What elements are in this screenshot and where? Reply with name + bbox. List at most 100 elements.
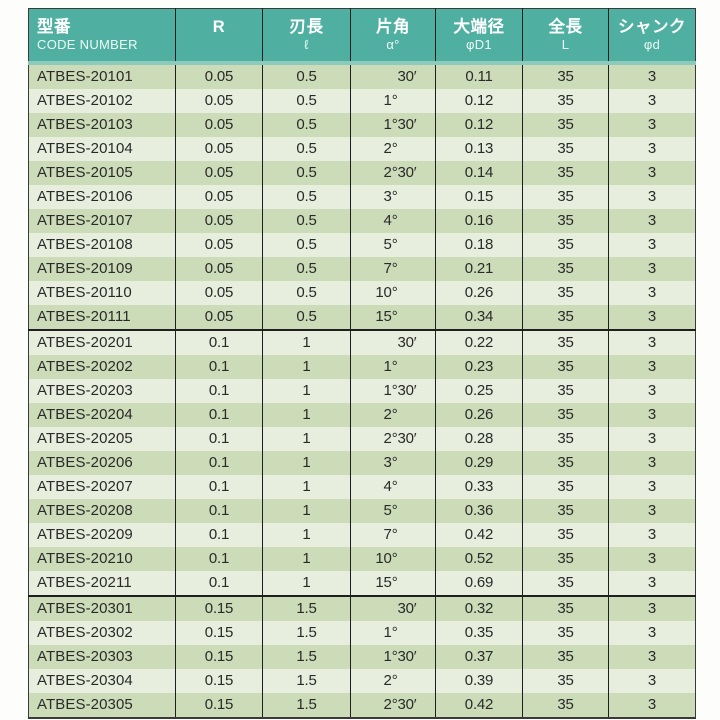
angle-cell: 2°30′ — [350, 161, 436, 185]
overall-length-cell: 35 — [522, 355, 609, 379]
radius-cell: 0.1 — [175, 451, 263, 475]
code-number-cell: ATBES-20210 — [28, 547, 176, 571]
table-row: ATBES-20103 0.05 0.5 1°30′ 0.12 35 3 — [28, 113, 696, 137]
radius-cell: 0.05 — [175, 233, 263, 257]
shank-dia-cell: 3 — [608, 693, 696, 718]
overall-length-cell: 35 — [522, 257, 609, 281]
angle-cell: 1°30′ — [350, 379, 436, 403]
code-number-cell: ATBES-20304 — [28, 669, 176, 693]
large-end-dia-cell: 0.35 — [435, 621, 523, 645]
header-code-number: 型番 CODE NUMBER — [28, 8, 176, 65]
angle-degrees: 5° — [383, 236, 398, 253]
header-overall-length-sub: L — [561, 37, 570, 52]
angle-cell: 30′ — [350, 595, 436, 621]
radius-cell: 0.05 — [175, 137, 263, 161]
radius-cell: 0.1 — [175, 403, 263, 427]
angle-cell: 1° — [350, 621, 436, 645]
radius-cell: 0.05 — [175, 89, 263, 113]
radius-cell: 0.1 — [175, 571, 263, 596]
radius-cell: 0.1 — [175, 355, 263, 379]
large-end-dia-cell: 0.13 — [435, 137, 523, 161]
overall-length-cell: 35 — [522, 451, 609, 475]
shank-dia-cell: 3 — [608, 281, 696, 305]
header-radius-sub — [176, 37, 262, 53]
angle-degrees: 4° — [383, 478, 398, 495]
code-number-cell: ATBES-20202 — [28, 355, 176, 379]
table-row: ATBES-20206 0.1 1 3° 0.29 35 3 — [28, 451, 696, 475]
code-number-cell: ATBES-20211 — [28, 571, 176, 596]
code-number-cell: ATBES-20109 — [28, 257, 176, 281]
code-number-cell: ATBES-20207 — [28, 475, 176, 499]
angle-cell: 4° — [350, 475, 436, 499]
overall-length-cell: 35 — [522, 63, 609, 89]
large-end-dia-cell: 0.12 — [435, 89, 523, 113]
shank-dia-cell: 3 — [608, 113, 696, 137]
table-row: ATBES-20211 0.1 1 15° 0.69 35 3 — [28, 571, 696, 596]
flute-length-cell: 1.5 — [262, 693, 351, 718]
table-row: ATBES-20107 0.05 0.5 4° 0.16 35 3 — [28, 209, 696, 233]
table-row: ATBES-20209 0.1 1 7° 0.42 35 3 — [28, 523, 696, 547]
angle-degrees: 3° — [383, 188, 398, 205]
angle-degrees: 2° — [383, 696, 398, 713]
angle-degrees: 7° — [383, 526, 398, 543]
code-number-cell: ATBES-20111 — [28, 305, 176, 330]
large-end-dia-cell: 0.23 — [435, 355, 523, 379]
code-number-cell: ATBES-20108 — [28, 233, 176, 257]
radius-cell: 0.05 — [175, 113, 263, 137]
shank-dia-cell: 3 — [608, 595, 696, 621]
angle-degrees: 2° — [383, 430, 398, 447]
code-number-cell: ATBES-20209 — [28, 523, 176, 547]
shank-dia-cell: 3 — [608, 89, 696, 113]
large-end-dia-cell: 0.12 — [435, 113, 523, 137]
angle-minutes: 30′ — [397, 116, 417, 133]
large-end-dia-cell: 0.25 — [435, 379, 523, 403]
angle-degrees: 2° — [383, 164, 398, 181]
radius-cell: 0.15 — [175, 621, 263, 645]
flute-length-cell: 1.5 — [262, 669, 351, 693]
header-half-angle-sub: α° — [386, 37, 400, 52]
shank-dia-cell: 3 — [608, 305, 696, 330]
angle-minutes: 30′ — [397, 68, 417, 85]
angle-degrees: 1° — [383, 92, 398, 109]
table-body: ATBES-20101 0.05 0.5 30′ 0.11 35 3 ATBES… — [28, 63, 696, 718]
table-row: ATBES-20207 0.1 1 4° 0.33 35 3 — [28, 475, 696, 499]
angle-cell: 1°30′ — [350, 645, 436, 669]
radius-cell: 0.1 — [175, 547, 263, 571]
table-row: ATBES-20202 0.1 1 1° 0.23 35 3 — [28, 355, 696, 379]
flute-length-cell: 1 — [262, 403, 351, 427]
overall-length-cell: 35 — [522, 379, 609, 403]
large-end-dia-cell: 0.22 — [435, 329, 523, 355]
flute-length-cell: 1 — [262, 355, 351, 379]
flute-length-cell: 0.5 — [262, 89, 351, 113]
overall-length-cell: 35 — [522, 305, 609, 330]
overall-length-cell: 35 — [522, 209, 609, 233]
header-shank: シャンク φd — [608, 8, 696, 65]
flute-length-cell: 0.5 — [262, 137, 351, 161]
header-flute-length-jp: 刃長 — [289, 18, 324, 36]
large-end-dia-cell: 0.14 — [435, 161, 523, 185]
table-row: ATBES-20104 0.05 0.5 2° 0.13 35 3 — [28, 137, 696, 161]
code-number-cell: ATBES-20201 — [28, 329, 176, 355]
code-number-cell: ATBES-20105 — [28, 161, 176, 185]
header-large-end-dia: 大端径 φD1 — [435, 8, 523, 65]
table-row: ATBES-20305 0.15 1.5 2°30′ 0.42 35 3 — [28, 693, 696, 718]
code-number-cell: ATBES-20204 — [28, 403, 176, 427]
shank-dia-cell: 3 — [608, 355, 696, 379]
angle-cell: 7° — [350, 523, 436, 547]
overall-length-cell: 35 — [522, 161, 609, 185]
flute-length-cell: 1 — [262, 523, 351, 547]
overall-length-cell: 35 — [522, 137, 609, 161]
angle-degrees: 1° — [383, 382, 398, 399]
angle-cell: 3° — [350, 185, 436, 209]
shank-dia-cell: 3 — [608, 621, 696, 645]
overall-length-cell: 35 — [522, 499, 609, 523]
radius-cell: 0.1 — [175, 427, 263, 451]
radius-cell: 0.05 — [175, 63, 263, 89]
shank-dia-cell: 3 — [608, 475, 696, 499]
flute-length-cell: 1 — [262, 451, 351, 475]
shank-dia-cell: 3 — [608, 451, 696, 475]
header-code-number-sub: CODE NUMBER — [37, 37, 138, 52]
angle-cell: 30′ — [350, 329, 436, 355]
shank-dia-cell: 3 — [608, 329, 696, 355]
flute-length-cell: 1 — [262, 571, 351, 596]
